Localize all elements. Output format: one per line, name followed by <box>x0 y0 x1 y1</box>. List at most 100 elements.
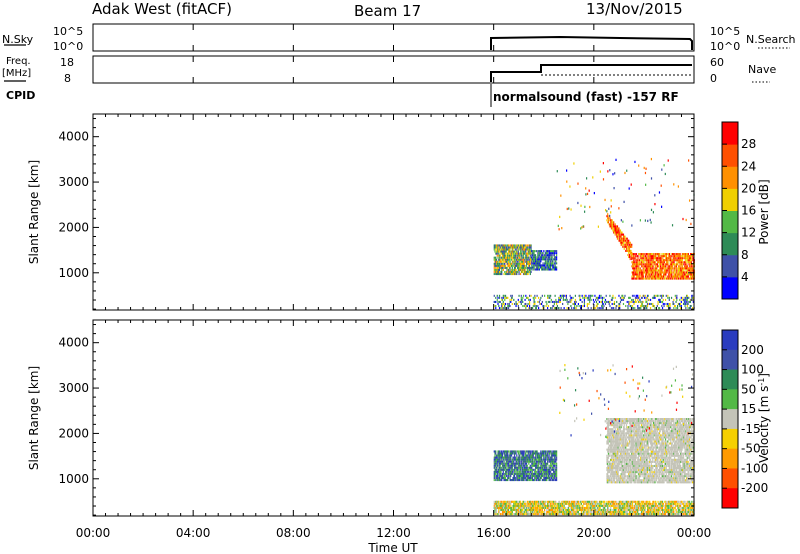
heatmap-cell <box>549 252 551 255</box>
heatmap-cell <box>597 302 599 306</box>
heatmap-cell <box>616 235 619 238</box>
heatmap-cell <box>528 294 531 297</box>
heatmap-cell <box>516 458 518 461</box>
heatmap-cell <box>509 462 511 465</box>
heatmap-cell <box>534 460 536 463</box>
heatmap-cell <box>607 475 610 478</box>
heatmap-cell <box>496 294 498 297</box>
heatmap-cell <box>672 263 674 266</box>
heatmap-cell <box>517 262 519 265</box>
heatmap-cell <box>530 476 532 480</box>
heatmap-cell <box>660 257 662 260</box>
heatmap-cell <box>525 256 527 259</box>
heatmap-cell <box>516 244 519 247</box>
heatmap-cell <box>683 263 685 266</box>
heatmap-cell <box>534 474 537 477</box>
heatmap-cell <box>629 245 631 248</box>
heatmap-cell <box>645 267 647 270</box>
heatmap-cell <box>671 273 673 276</box>
heatmap-cell <box>610 221 613 224</box>
heatmap-cell <box>521 264 523 267</box>
heatmap-cell <box>530 470 532 473</box>
heatmap-cell <box>573 302 575 306</box>
heatmap-cell <box>513 454 516 457</box>
heatmap-cell <box>507 476 510 480</box>
heatmap-cell <box>547 266 549 269</box>
heatmap-cell <box>689 257 692 260</box>
heatmap-cell <box>626 243 628 246</box>
heatmap-cell <box>616 420 618 423</box>
heatmap-cell <box>498 270 501 274</box>
heatmap-cell <box>607 458 609 461</box>
heatmap-cell <box>683 267 685 270</box>
heatmap-cell <box>504 252 507 255</box>
heatmap-cell <box>657 302 659 306</box>
heatmap-cell <box>540 260 542 263</box>
heatmap-cell <box>505 273 507 276</box>
heatmap-cell <box>690 255 692 258</box>
heatmap-cell <box>513 476 515 480</box>
heatmap-cell <box>520 260 522 263</box>
heatmap-cell <box>495 258 497 261</box>
heatmap-cell <box>501 264 504 267</box>
heatmap-cell <box>656 275 659 278</box>
heatmap-cell <box>634 428 636 431</box>
heatmap-cell <box>665 269 668 272</box>
heatmap-cell <box>663 273 665 276</box>
heatmap-cell <box>530 246 532 249</box>
heatmap-cell <box>656 263 658 266</box>
heatmap-cell <box>495 256 497 259</box>
heatmap-cell <box>620 475 622 478</box>
heatmap-cell <box>500 307 502 310</box>
heatmap-cell <box>691 296 693 299</box>
heatmap-cell <box>540 302 543 306</box>
heatmap-cell <box>658 269 660 272</box>
heatmap-cell <box>504 264 507 267</box>
heatmap-cell <box>614 296 616 299</box>
heatmap-cell <box>666 305 668 308</box>
heatmap-cell <box>515 256 517 259</box>
heatmap-cell <box>651 261 653 264</box>
heatmap-cell <box>589 294 592 297</box>
heatmap-cell <box>643 426 646 429</box>
heatmap-cell <box>538 262 540 265</box>
heatmap-cell <box>662 255 664 258</box>
heatmap-cell <box>510 264 513 267</box>
heatmap-cell <box>655 277 657 280</box>
heatmap-cell <box>559 300 561 303</box>
heatmap-cell <box>497 250 499 253</box>
heatmap-cell <box>499 254 501 257</box>
heatmap-cell <box>525 258 528 261</box>
heatmap-cell <box>515 450 517 453</box>
heatmap-cell <box>553 258 555 261</box>
heatmap-cell <box>622 460 624 463</box>
heatmap-cell <box>616 225 618 228</box>
heatmap-cell <box>610 205 612 208</box>
heatmap-cell <box>493 294 495 297</box>
heatmap-cell <box>522 262 524 265</box>
heatmap-cell <box>533 300 535 303</box>
heatmap-cell <box>495 246 497 249</box>
heatmap-cell <box>639 271 641 274</box>
colorbar-tick-label: 24 <box>741 159 756 173</box>
heatmap-cell <box>522 248 525 251</box>
heatmap-cell <box>569 294 571 297</box>
heatmap-cell <box>692 275 694 278</box>
heatmap-cell <box>496 460 498 463</box>
heatmap-cell <box>612 307 614 310</box>
heatmap-cell <box>522 462 524 465</box>
heatmap-cell <box>677 271 679 274</box>
heatmap-cell <box>528 470 530 473</box>
heatmap-cell <box>533 264 535 267</box>
heatmap-cell <box>530 456 532 459</box>
heatmap-cell <box>494 264 496 267</box>
heatmap-cell <box>529 468 531 471</box>
heatmap-cell <box>641 261 644 264</box>
heatmap-cell <box>527 470 529 473</box>
heatmap-cell <box>642 446 644 449</box>
heatmap-cell <box>574 302 576 306</box>
heatmap-cell <box>674 273 676 276</box>
heatmap-cell <box>677 253 679 256</box>
heatmap-cell <box>527 273 529 276</box>
heatmap-cell <box>639 294 641 297</box>
